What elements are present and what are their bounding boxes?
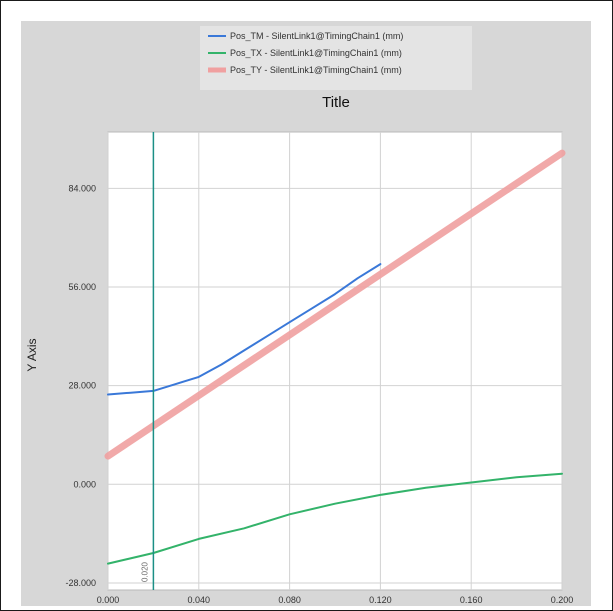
cursor-value-label: 0.020 (140, 561, 149, 582)
x-tick-label: 0.080 (278, 595, 301, 605)
chart-title: Title (322, 94, 350, 111)
x-tick-label: 0.040 (188, 595, 211, 605)
y-tick-label: 0.000 (73, 479, 96, 489)
y-tick-label: 28.000 (68, 381, 96, 391)
x-tick-label: 0.000 (97, 595, 120, 605)
y-tick-label: 84.000 (68, 183, 96, 193)
gridlines (107, 132, 563, 590)
legend-entry: Pos_TY - SilentLink1@TimingChain1 (mm) (230, 65, 402, 75)
y-axis-label: Y Axis (25, 338, 39, 371)
series-line (107, 472, 563, 565)
x-tick-label: 0.160 (460, 595, 483, 605)
y-ticks: -28.000 0.000 28.000 56.000 84.000 (65, 183, 96, 588)
y-tick-label: -28.000 (65, 578, 96, 588)
x-tick-label: 0.120 (369, 595, 392, 605)
y-tick-label: 56.000 (68, 282, 96, 292)
legend: Pos_TM - SilentLink1@TimingChain1 (mm) Po… (208, 31, 403, 75)
legend-entry: Pos_TX - SilentLink1@TimingChain1 (mm) (230, 48, 402, 58)
legend-box (200, 26, 472, 90)
plot-area (107, 131, 563, 591)
cursor[interactable]: 0.020 (140, 132, 155, 590)
legend-entry: Pos_TM - SilentLink1@TimingChain1 (mm) (230, 31, 403, 41)
series-line (104, 149, 566, 460)
x-tick-label: 0.200 (551, 595, 574, 605)
x-ticks: 0.000 0.040 0.080 0.120 0.160 0.200 (97, 595, 574, 605)
